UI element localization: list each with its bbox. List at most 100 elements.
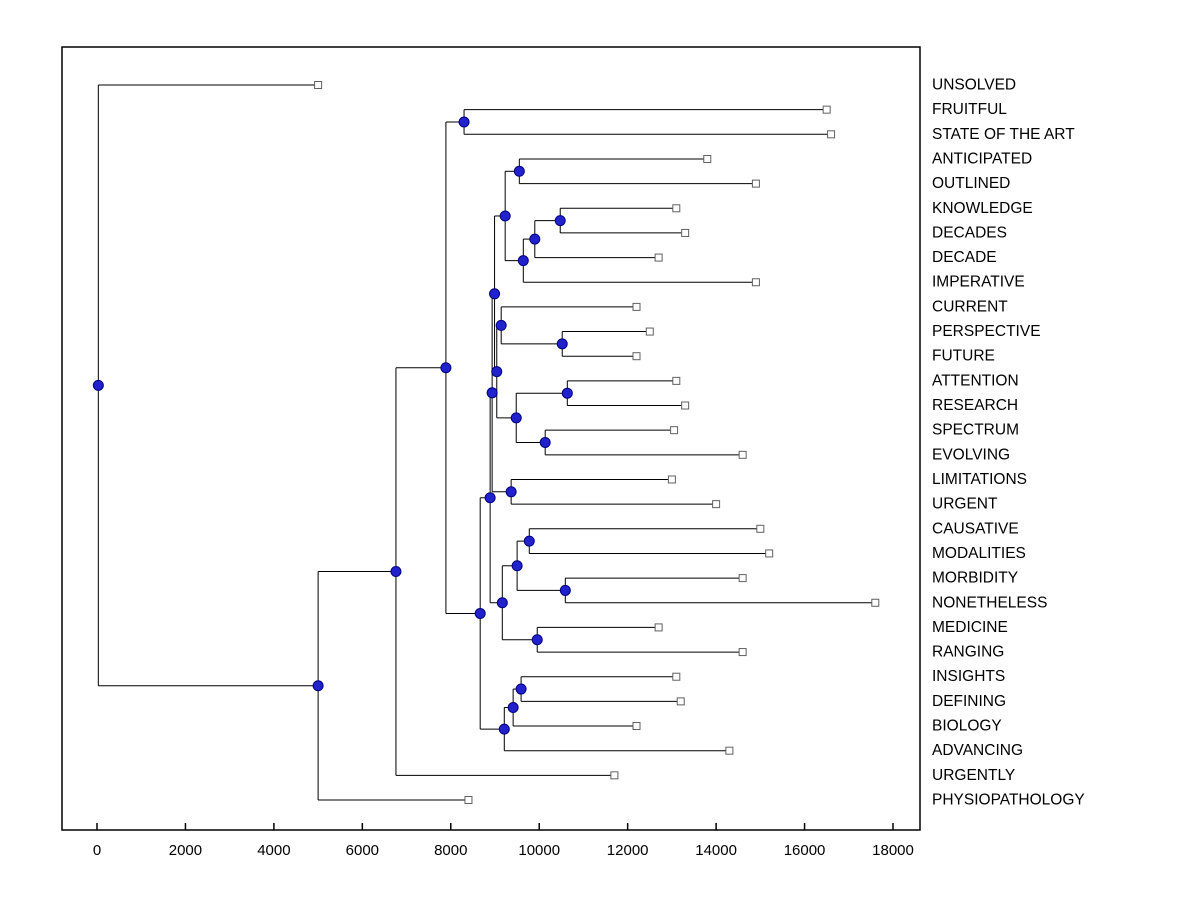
cluster-node-marker [559,584,571,596]
leaf-label: CURRENT [932,298,1008,315]
leaf-label: CAUSATIVE [932,520,1019,537]
leaf-label: RANGING [932,644,1004,661]
cluster-node-marker [390,566,402,578]
cluster-node-marker [499,210,511,222]
leaf-marker [645,327,654,336]
leaf-label: MODALITIES [932,545,1026,562]
leaf-label: RESEARCH [932,397,1018,414]
leaf-marker [681,228,690,237]
cluster-node-marker [498,723,510,735]
x-axis-tick-label: 12000 [607,842,649,859]
leaf-marker [725,746,734,755]
leaf-label: PERSPECTIVE [932,323,1041,340]
cluster-node-marker [507,702,519,714]
leaf-label: URGENTLY [932,767,1015,784]
leaf-label: MEDICINE [932,619,1008,636]
leaf-label: UNSOLVED [932,77,1016,94]
leaf-marker [672,376,681,385]
leaf-label: EVOLVING [932,446,1010,463]
cluster-node-marker [505,486,517,498]
leaf-marker [654,253,663,262]
leaf-label: URGENT [932,496,998,513]
leaf-label: LIMITATIONS [932,471,1027,488]
leaf-label: SPECTRUM [932,422,1019,439]
cluster-node-marker [496,597,508,609]
cluster-node-marker [539,437,551,448]
leaf-marker [670,426,679,435]
leaf-label: OUTLINED [932,175,1010,192]
cluster-node-marker [312,680,324,692]
leaf-marker [738,574,747,583]
cluster-node-marker [513,165,525,177]
leaf-marker [676,697,685,706]
leaf-label: FRUITFUL [932,101,1007,118]
leaf-marker [827,130,836,139]
cluster-node-marker [458,116,470,128]
leaf-marker [751,179,760,188]
leaf-marker [672,204,681,213]
leaf-label: DECADE [932,249,997,266]
cluster-node-marker [92,379,104,391]
leaf-marker [703,154,712,163]
cluster-node-marker [491,366,503,378]
leaf-marker [765,549,774,558]
cluster-node-marker [531,634,543,646]
leaf-marker [610,771,619,780]
cluster-node-marker [511,560,523,572]
leaf-label: STATE OF THE ART [932,126,1075,143]
cluster-node-marker [556,338,568,350]
x-axis-tick-label: 0 [93,842,101,859]
leaf-label: KNOWLEDGE [932,200,1033,217]
cluster-node-marker [554,215,566,227]
plot-border [61,46,921,831]
leaf-marker [632,722,641,731]
cluster-node-marker [561,387,573,399]
x-axis-tick-label: 10000 [518,842,560,859]
x-axis-tick-label: 14000 [695,842,737,859]
leaf-marker [756,524,765,533]
leaf-marker [681,401,690,410]
cluster-node-marker [515,683,527,695]
leaf-label: ANTICIPATED [932,150,1032,167]
leaf-label: ATTENTION [932,372,1019,389]
cluster-node-marker [474,607,486,619]
leaf-marker [632,302,641,311]
cluster-node-marker [440,362,452,374]
cluster-node-marker [489,288,501,300]
leaf-marker [464,796,473,804]
leaf-marker [632,352,641,361]
cluster-node-marker [484,492,496,504]
leaf-marker [672,672,681,681]
x-axis-tick-label: 2000 [169,842,202,859]
leaf-marker [314,81,323,89]
cluster-node-marker [517,255,529,267]
x-axis-tick-label: 6000 [346,842,379,859]
cluster-node-marker [510,412,522,424]
x-axis-tick-label: 8000 [434,842,467,859]
leaf-marker [667,475,676,484]
leaf-label: INSIGHTS [932,668,1005,685]
leaf-marker [712,500,721,509]
cluster-node-marker [486,387,498,399]
leaf-label: IMPERATIVE [932,274,1025,291]
cluster-node-marker [495,319,507,331]
cluster-node-marker [529,233,541,245]
x-axis-tick-label: 16000 [784,842,826,859]
leaf-marker [871,598,880,607]
leaf-label: NONETHELESS [932,594,1047,611]
leaf-marker [738,648,747,657]
leaf-label: DECADES [932,224,1007,241]
leaf-marker [738,450,747,459]
leaf-label: PHYSIOPATHOLOGY [932,792,1085,809]
leaf-marker [751,278,760,287]
x-axis-tick-label: 4000 [257,842,290,859]
leaf-label: ADVANCING [932,742,1023,759]
leaf-label: FUTURE [932,348,995,365]
x-axis-tick-label: 18000 [872,842,914,859]
leaf-label: DEFINING [932,693,1006,710]
leaf-label: BIOLOGY [932,718,1002,735]
leaf-marker [654,623,663,632]
cluster-node-marker [523,535,535,547]
